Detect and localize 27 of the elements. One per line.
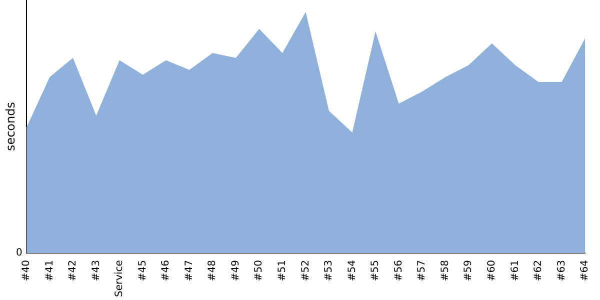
x-tick-label: #59 [463,260,474,282]
x-tick-label: #50 [254,260,265,282]
text: 0 [16,248,22,259]
x-tick-label: #63 [556,260,568,282]
x-tick-label: #52 [300,260,312,282]
x-tick-label: #61 [510,260,521,282]
x-tick-label: #45 [137,260,148,282]
x-tick-label: #56 [393,260,404,282]
x-tick-label: #53 [324,260,335,282]
x-tick-label: #42 [68,260,79,282]
x-tick-label: #49 [230,260,242,282]
x-tick-label: Service [114,260,126,298]
x-tick-label: #60 [486,260,498,282]
x-tick-label: #54 [346,260,358,282]
x-tick-label: #58 [440,260,451,282]
x-tick-label: #51 [277,260,288,282]
x-tick-label: #62 [533,260,544,282]
x-tick-label: #55 [370,260,382,282]
x-tick-label: #47 [184,260,195,282]
x-tick-label: #41 [44,260,56,282]
x-tick-label: #46 [160,260,172,282]
x-tick-label: #40 [20,260,32,282]
x-tick-label: #43 [90,260,102,282]
x-tick-label: #48 [207,260,218,282]
x-tick-label: #64 [580,260,591,282]
y-axis-title: seconds [3,102,18,152]
x-tick-label: #57 [416,260,428,282]
